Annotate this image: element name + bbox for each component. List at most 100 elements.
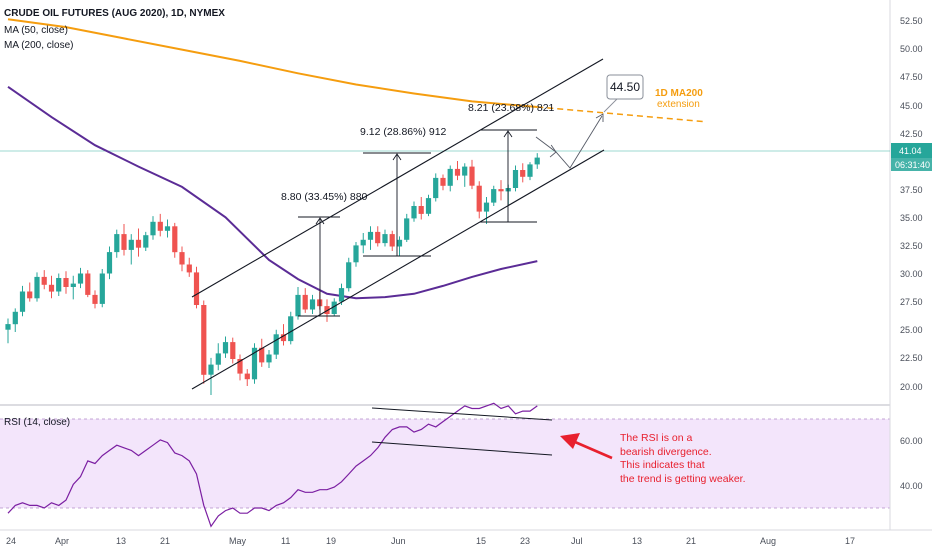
candle[interactable] [5,318,11,344]
candle[interactable] [331,298,337,317]
candle[interactable] [498,180,504,201]
time-axis[interactable]: 24 Apr 13 21 May 11 19 Jun 15 23 Jul 13 … [6,536,855,546]
candle[interactable] [48,275,55,299]
candle[interactable] [179,246,185,272]
projection-path[interactable] [535,113,604,169]
channel-lower-line[interactable] [191,149,605,390]
indicator-ma200-label[interactable]: MA (200, close) [4,40,73,51]
candle[interactable] [338,283,345,305]
candle[interactable] [353,242,359,267]
candle[interactable] [143,231,149,251]
candle[interactable] [418,197,424,220]
candle[interactable] [469,159,475,190]
candle[interactable] [193,266,200,309]
candle[interactable] [375,226,381,247]
candle[interactable] [135,228,142,257]
candle[interactable] [512,165,519,192]
measure-tool-3[interactable]: 8.21 (23.68%) 821 [468,102,555,223]
ma200-line[interactable] [7,18,538,108]
candle[interactable] [12,308,18,332]
candle[interactable] [447,165,453,192]
candle[interactable] [215,343,221,371]
measure-tool-1[interactable]: 8.80 (33.45%) 880 [281,191,368,317]
candle[interactable] [280,324,287,346]
candle[interactable] [244,369,250,386]
candle[interactable] [34,272,40,302]
ma50-line[interactable] [7,85,538,300]
candle[interactable] [404,213,410,242]
candle[interactable] [462,163,468,187]
candle[interactable] [288,311,294,345]
candle[interactable] [367,226,374,250]
candle[interactable] [121,224,127,256]
candle[interactable] [114,229,120,258]
candle[interactable] [440,174,446,191]
candle[interactable] [201,300,207,384]
candle[interactable] [27,282,33,302]
ma200-extension-label-2: extension [657,99,700,110]
candle[interactable] [99,269,105,308]
rsi-divergence-bottom-line[interactable] [371,441,553,456]
candle[interactable] [19,285,26,317]
price-tick: 42.50 [900,129,923,139]
price-axis[interactable]: 52.50 50.00 47.50 45.00 42.50 37.50 35.0… [900,16,923,392]
candle[interactable] [56,273,62,297]
candle[interactable] [454,161,461,181]
candle[interactable] [295,287,301,320]
candle[interactable] [491,185,497,206]
candle[interactable] [266,350,272,368]
candle[interactable] [309,294,316,314]
candle[interactable] [77,267,84,289]
candle[interactable] [128,234,134,265]
candle[interactable] [382,229,388,247]
ma200-projection-line[interactable] [537,106,705,123]
rsi-panel-title[interactable]: RSI (14, close) [4,417,70,428]
candle[interactable] [63,271,69,294]
candle[interactable] [483,197,490,224]
candle[interactable] [425,194,432,217]
target-price-label: 44.50 [610,80,640,94]
candle[interactable] [92,290,98,309]
measure-tool-2[interactable]: 9.12 (28.86%) 912 [360,126,447,257]
candle[interactable] [70,275,76,300]
candle[interactable] [433,173,439,202]
price-tick: 27.50 [900,297,923,307]
candle[interactable] [237,354,243,381]
measure-label-1: 8.80 (33.45%) 880 [281,191,368,203]
candle[interactable] [208,357,214,395]
time-tick: 19 [326,536,336,546]
channel-upper-line[interactable] [191,58,604,298]
candle[interactable] [85,270,91,298]
candle[interactable] [41,270,47,290]
candle[interactable] [186,257,192,277]
candle[interactable] [157,213,163,237]
candle[interactable] [534,153,540,169]
candle[interactable] [389,230,395,251]
candle[interactable] [222,336,229,358]
rsi-line[interactable] [7,402,538,528]
candle[interactable] [302,288,308,313]
candle[interactable] [172,222,178,258]
candle[interactable] [273,329,279,359]
candle[interactable] [164,219,171,238]
time-tick: 21 [160,536,170,546]
time-tick: 17 [845,536,855,546]
candle[interactable] [346,257,352,292]
candle[interactable] [251,343,258,384]
time-tick: Aug [760,536,776,546]
candle[interactable] [396,236,403,256]
indicator-ma50-label[interactable]: MA (50, close) [4,25,68,36]
candle[interactable] [476,181,482,219]
last-price-value: 41.04 [899,146,922,156]
candle[interactable] [150,216,156,240]
candle[interactable] [360,233,366,254]
candle[interactable] [411,201,417,222]
candle[interactable] [106,246,113,280]
time-tick: Jul [571,536,583,546]
target-callout[interactable]: 44.50 [603,74,644,113]
rsi-divergence-top-line[interactable] [371,407,553,421]
candle[interactable] [230,337,236,364]
candle[interactable] [527,162,533,181]
candle[interactable] [520,163,526,183]
candle[interactable] [259,338,265,367]
